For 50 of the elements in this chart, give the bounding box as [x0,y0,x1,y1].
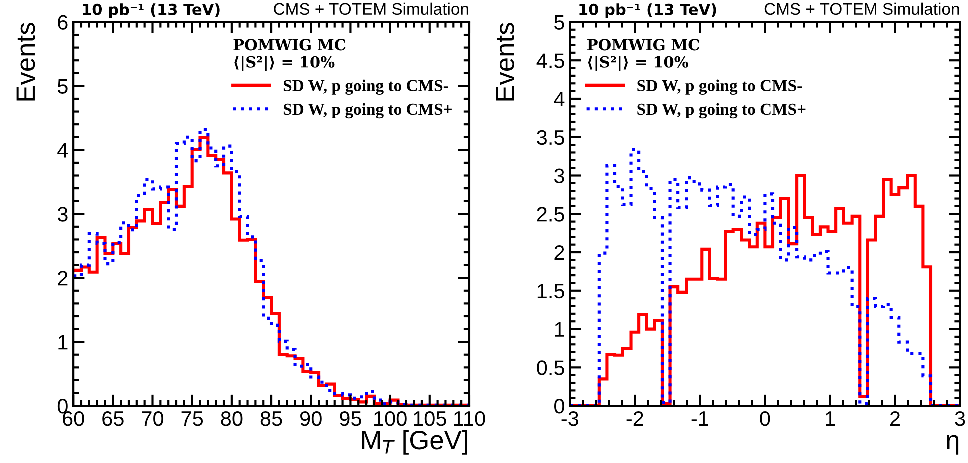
legend-title: POMWIG MC ⟨|S²|⟩ = 10% [234,39,346,72]
chart-title: CMS + TOTEM Simulation [764,2,960,16]
x-tick-label: 95 [340,411,362,426]
chart-subtitle: 10 pb⁻¹ (13 TeV) [83,4,220,18]
x-axis-title: η [946,435,959,455]
legend-label: SD W, p going to CMS+ [638,103,806,119]
y-tick-label: 5 [554,15,564,30]
y-tick-label: 2 [58,271,68,286]
x-tick-label: 3 [955,411,966,426]
y-tick-label: 5 [58,79,68,94]
x-tick-label: 65 [102,411,124,426]
y-tick-label: 0 [58,399,68,414]
legend-title: POMWIG MC ⟨|S²|⟩ = 10% [588,39,700,72]
x-tick-label: 100 [374,411,407,426]
x-tick-label: 60 [63,411,84,426]
x-tick-label: 110 [454,411,486,426]
y-axis-title: Events [16,23,36,101]
legend-label: SD W, p going to CMS+ [284,103,452,119]
x-tick-label: 2 [890,411,900,426]
x-tick-label: -3 [562,411,578,426]
legend-label: SD W, p going to CMS- [284,80,448,95]
y-tick-label: 3.5 [537,130,564,146]
x-tick-label: 90 [300,411,322,426]
legend-label: SD W, p going to CMS- [638,80,802,95]
y-axis-title: Events [496,23,514,101]
chart-title: CMS + TOTEM Simulation [274,2,468,16]
y-tick-label: 4 [58,143,68,158]
y-tick-label: 1.5 [538,284,564,299]
y-tick-label: 1 [555,322,564,337]
y-tick-label: 3 [554,168,564,184]
x-tick-label: -2 [626,411,644,426]
x-tick-label: -1 [692,412,708,426]
y-tick-label: 0.5 [537,360,564,376]
y-tick-label: 2 [554,246,564,260]
chart-subtitle: 10 pb⁻¹ (13 TeV) [580,4,716,18]
y-tick-label: 0 [554,399,564,414]
y-tick-label: 6 [58,15,68,30]
x-tick-label: 80 [221,411,243,426]
x-tick-label: 70 [142,411,164,426]
x-axis-title: M$_{T}$ [GeV] [362,430,468,455]
x-tick-label: 105 [414,411,446,426]
y-tick-label: 3 [58,207,68,222]
y-tick-label: 1 [58,335,68,350]
y-tick-label: 4 [554,92,565,107]
x-tick-label: 85 [260,411,282,426]
x-tick-label: 1 [826,412,835,426]
y-tick-label: 2.5 [537,207,564,222]
x-tick-label: 75 [182,412,204,426]
y-tick-label: 4.5 [536,54,564,68]
x-tick-label: 0 [760,411,770,426]
